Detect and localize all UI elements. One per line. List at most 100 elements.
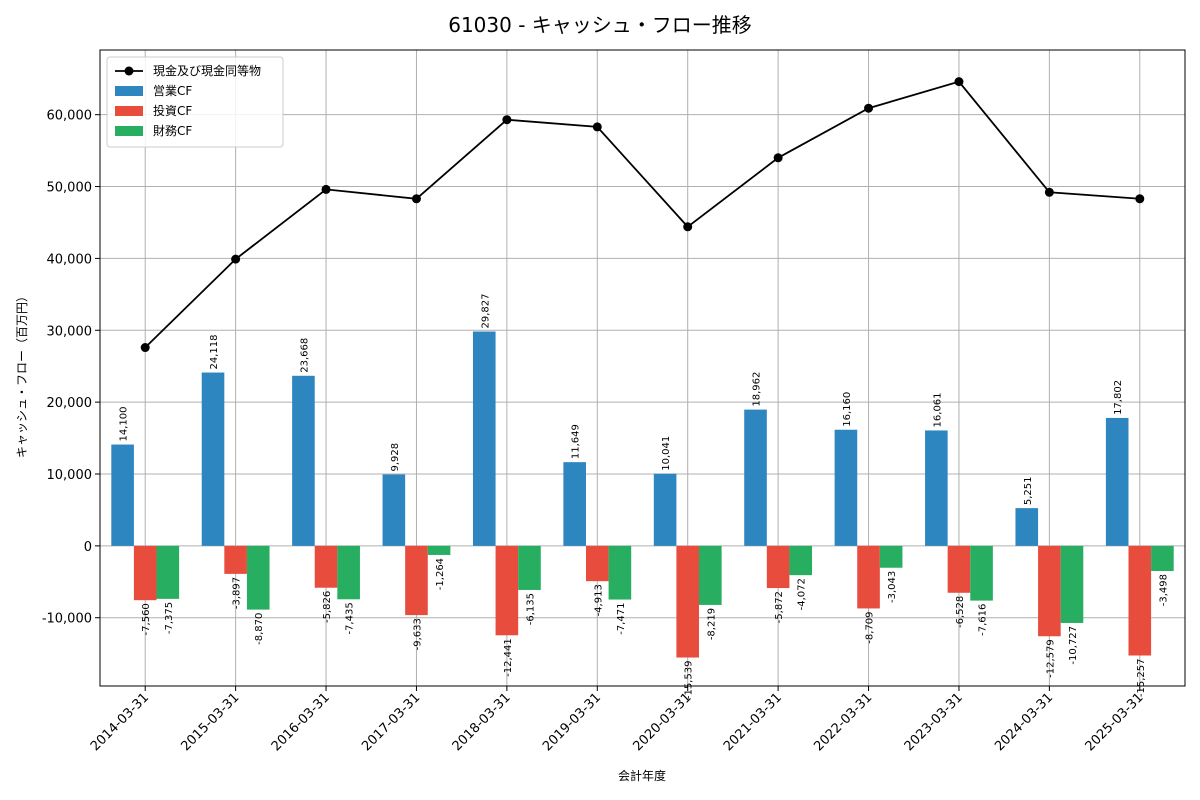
bar-data-label: -5,826 — [322, 591, 333, 623]
bar-1-3 — [405, 545, 428, 616]
bar-1-7 — [766, 545, 790, 589]
y-axis-title: キャッシュ・フロー（百万円） — [15, 290, 29, 458]
plot-frame — [99, 49, 1186, 687]
legend-bar-swatch — [115, 106, 143, 116]
bar-0-2 — [292, 375, 315, 546]
bar-data-label: -12,441 — [503, 638, 514, 677]
bar-1-1 — [224, 545, 247, 574]
bar-0-3 — [382, 474, 406, 546]
bar-data-label: 10,041 — [661, 436, 672, 471]
bar-data-label: -6,135 — [525, 593, 536, 625]
bar-data-label: 17,802 — [1113, 380, 1124, 415]
legend-label: 財務CF — [153, 123, 192, 138]
bar-data-label: -15,539 — [684, 661, 695, 700]
bar-data-label: -9,633 — [412, 618, 423, 650]
legend-bar-swatch — [115, 86, 143, 96]
y-tick-label: 50,000 — [47, 181, 93, 196]
bar-1-8 — [857, 545, 880, 609]
bar-data-label: 5,251 — [1023, 476, 1034, 505]
cash-line — [144, 80, 1140, 349]
bar-data-label: 23,668 — [299, 338, 310, 373]
y-tick-label: -10,000 — [42, 612, 92, 627]
bar-0-1 — [201, 372, 225, 546]
bar-0-10 — [1015, 508, 1039, 546]
legend-line-marker — [124, 66, 134, 76]
bar-data-label: -4,072 — [797, 578, 808, 610]
bar-0-7 — [744, 409, 767, 546]
bar-2-7 — [789, 545, 813, 576]
bar-data-label: -1,264 — [435, 558, 446, 590]
bar-data-label: -4,913 — [593, 584, 604, 616]
bar-data-label: -3,897 — [232, 577, 243, 609]
bar-data-label: -12,579 — [1045, 639, 1056, 678]
bar-data-label: -5,872 — [774, 591, 785, 623]
legend-box — [106, 56, 284, 148]
y-tick-label: 30,000 — [47, 324, 93, 339]
cash-point — [592, 122, 602, 132]
legend-label: 投資CF — [153, 103, 192, 118]
bar-data-label: 11,649 — [571, 424, 582, 459]
cash-point — [683, 222, 693, 232]
bar-1-9 — [947, 545, 971, 593]
y-tick-label: 40,000 — [47, 252, 93, 267]
bar-2-5 — [608, 545, 632, 600]
x-tick-label: 2017-03-31 — [359, 690, 423, 754]
x-axis-title: 会計年度 — [618, 768, 666, 783]
bar-2-3 — [427, 545, 451, 555]
cash-point — [864, 103, 874, 113]
cash-point — [231, 254, 241, 264]
bar-2-4 — [518, 545, 541, 590]
x-tick-label: 2020-03-31 — [630, 690, 694, 754]
y-tick-label: 0 — [84, 540, 92, 555]
x-tick-label: 2014-03-31 — [88, 690, 152, 754]
x-tick-label: 2021-03-31 — [721, 690, 785, 754]
x-tick-label: 2018-03-31 — [450, 690, 514, 754]
bar-data-label: -3,498 — [1158, 574, 1169, 606]
bar-data-label: 9,928 — [390, 443, 401, 472]
y-tick-label: 20,000 — [47, 396, 93, 411]
bar-0-11 — [1105, 417, 1129, 546]
bar-0-5 — [563, 462, 586, 546]
legend-label: 現金及び現金同等物 — [153, 63, 261, 78]
bar-data-label: -15,257 — [1136, 659, 1147, 698]
bar-data-label: -7,560 — [141, 603, 152, 635]
bar-1-0 — [133, 545, 157, 601]
chart-title: 61030 - キャッシュ・フロー推移 — [448, 13, 752, 37]
x-tick-label: 2022-03-31 — [811, 690, 875, 754]
bar-data-label: -7,435 — [345, 602, 356, 634]
y-tick-label: 10,000 — [47, 468, 93, 483]
data-labels-layer: 14,100 24,118 23,668 9,928 29,827 11,649 10,04… — [119, 294, 1170, 700]
x-tick-label: 2025-03-31 — [1083, 690, 1147, 754]
x-tick-label: 2024-03-31 — [992, 690, 1056, 754]
bar-0-6 — [653, 473, 677, 546]
bar-0-0 — [111, 444, 134, 546]
bar-2-1 — [246, 545, 270, 610]
bar-2-2 — [337, 545, 360, 600]
bar-2-6 — [699, 545, 722, 605]
bar-1-4 — [495, 545, 519, 636]
legend-label: 営業CF — [153, 84, 192, 98]
bar-1-11 — [1128, 545, 1152, 656]
bar-0-9 — [925, 430, 948, 546]
bar-0-8 — [834, 429, 858, 546]
cash-point — [140, 343, 150, 353]
bar-2-11 — [1151, 545, 1174, 572]
x-tick-label: 2015-03-31 — [178, 690, 242, 754]
bar-data-label: -7,616 — [978, 604, 989, 636]
bar-data-label: -8,219 — [706, 608, 717, 640]
bar-data-label: -7,375 — [164, 602, 175, 634]
cash-point — [321, 184, 331, 194]
bar-1-5 — [585, 545, 609, 582]
bar-data-label: 18,962 — [752, 372, 763, 407]
bar-0-4 — [472, 331, 496, 546]
bar-1-10 — [1038, 545, 1061, 637]
bar-data-label: 16,061 — [932, 392, 943, 427]
bar-1-2 — [314, 545, 338, 588]
bar-2-10 — [1060, 545, 1084, 623]
bar-data-label: -8,870 — [254, 613, 265, 645]
bar-data-label: -8,709 — [865, 611, 876, 643]
cash-point — [1135, 194, 1145, 204]
